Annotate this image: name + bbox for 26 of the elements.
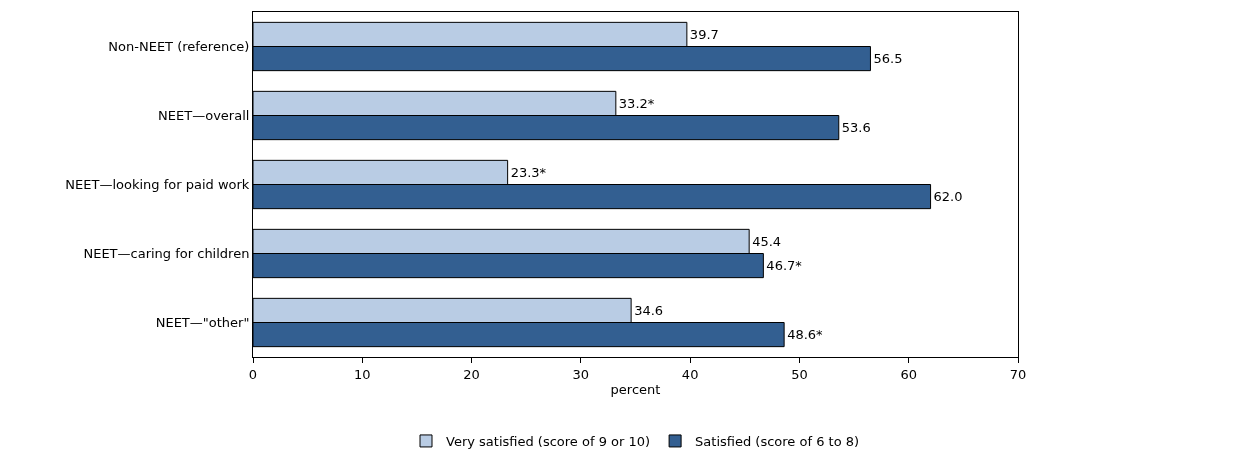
data-label: 48.6* xyxy=(787,327,824,343)
x-tick-label: 10 xyxy=(354,366,371,382)
data-label: 53.6 xyxy=(841,120,871,136)
y-tick-label: Non-NEET (reference) xyxy=(108,39,250,55)
x-tick-label: 70 xyxy=(1009,366,1027,382)
x-tick-label: 0 xyxy=(248,366,258,382)
x-axis-title: percent xyxy=(610,382,661,398)
legend-label: Satisfied (score of 6 to 8) xyxy=(695,434,860,450)
x-tick-label: 60 xyxy=(900,366,917,382)
data-label: 62.0 xyxy=(933,189,963,205)
data-label: 34.6 xyxy=(634,302,664,318)
data-label: 33.2* xyxy=(618,95,655,111)
data-label: 39.7 xyxy=(689,26,719,42)
y-tick-label: NEET—looking for paid work xyxy=(65,177,250,193)
data-label: 46.7* xyxy=(766,258,803,274)
y-tick-label: NEET—caring for children xyxy=(83,246,250,262)
data-label: 23.3* xyxy=(510,164,547,180)
x-tick-label: 30 xyxy=(572,366,590,382)
x-tick-label: 20 xyxy=(463,366,480,382)
data-label: 45.4 xyxy=(752,233,782,249)
y-tick-label: NEET—"other" xyxy=(155,315,250,331)
legend-label: Very satisfied (score of 9 or 10) xyxy=(446,434,651,450)
data-label: 56.5 xyxy=(873,51,903,67)
y-tick-label: NEET—overall xyxy=(158,108,250,124)
x-tick-label: 40 xyxy=(681,366,699,382)
x-tick-label: 50 xyxy=(791,366,808,382)
